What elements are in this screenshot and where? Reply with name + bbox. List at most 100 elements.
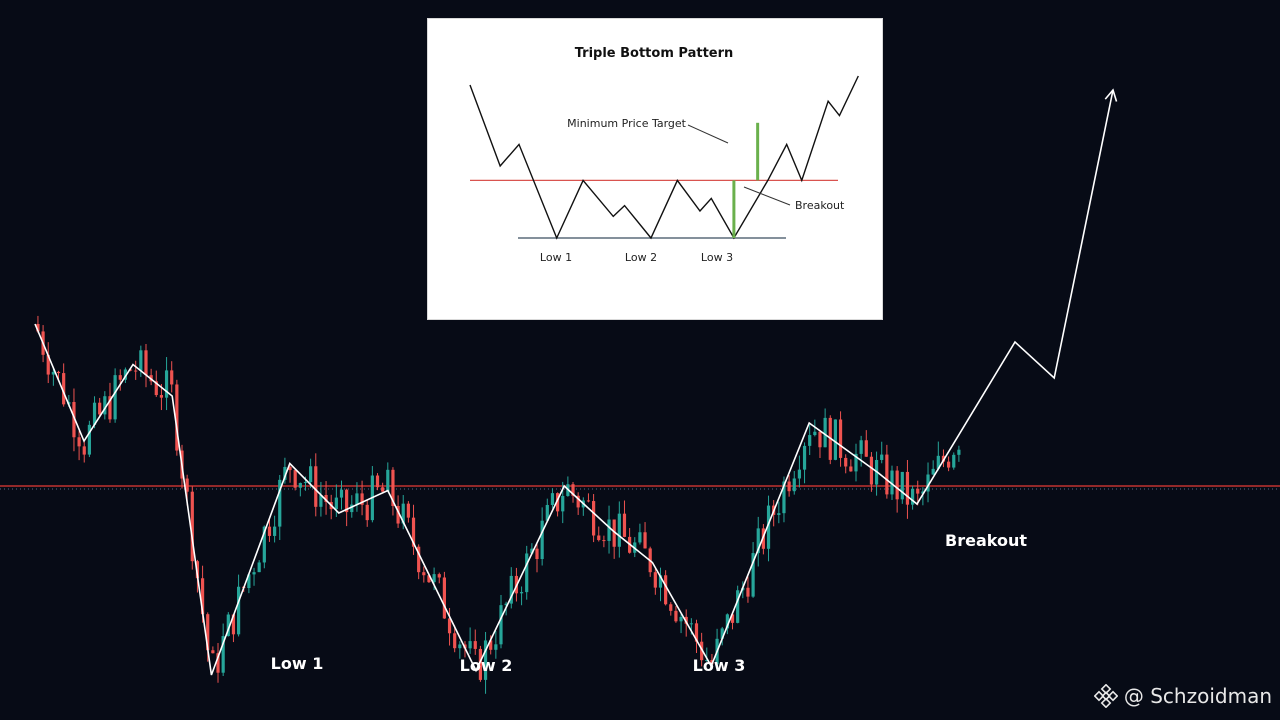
candle-body (669, 604, 673, 611)
candle-body (391, 469, 395, 506)
candle-body (916, 488, 920, 494)
candle-body (406, 503, 410, 518)
candle-body (103, 396, 107, 415)
breakout-pointer-line (743, 186, 791, 206)
candle-body (689, 623, 693, 625)
candle-body (139, 350, 143, 371)
candle-body (206, 614, 210, 651)
candle-body (797, 469, 801, 479)
candle-body (427, 575, 431, 583)
candle-body (365, 504, 369, 521)
candle-body (51, 371, 55, 375)
candle-body (957, 449, 961, 455)
candle-body (643, 532, 647, 549)
candle-body (236, 586, 241, 635)
inset-low-3-label: Low 3 (701, 251, 733, 264)
candle-body (540, 520, 544, 560)
candle-body (298, 482, 302, 488)
candle-body (905, 471, 910, 505)
candle-body (952, 454, 956, 468)
candle-body (113, 375, 117, 420)
candle-body (494, 644, 498, 650)
candle-body (375, 475, 380, 488)
candle-body (262, 526, 266, 563)
candle-body (257, 562, 261, 573)
candle-body (890, 470, 894, 495)
candle-body (72, 402, 76, 438)
candle-body (293, 470, 297, 488)
candle-body (216, 653, 220, 673)
candles-group (36, 315, 961, 694)
candle-body (561, 495, 565, 512)
candle-body (309, 466, 313, 483)
candle-body (736, 590, 740, 623)
candle-body (87, 424, 91, 455)
candle-body (792, 478, 796, 492)
candle-body (849, 466, 853, 472)
candle-body (221, 636, 225, 673)
candle-body (756, 528, 760, 554)
candle-body (535, 548, 539, 560)
candle-body (334, 497, 338, 510)
candle-body (576, 495, 580, 508)
candle-body (808, 435, 812, 446)
pattern-arrow-head (1104, 88, 1118, 102)
candle-body (273, 526, 277, 536)
candle-body (818, 431, 822, 448)
candle-body (869, 456, 874, 485)
candle-body (550, 493, 555, 505)
candle-body (483, 640, 488, 680)
candle-body (586, 500, 591, 502)
candle-body (62, 373, 66, 405)
candle-body (674, 610, 678, 622)
candle-body (597, 535, 601, 541)
candle-body (128, 369, 133, 371)
candle-body (164, 370, 169, 398)
candle-body (345, 489, 349, 513)
candle-body (339, 489, 344, 498)
candle-body (684, 616, 688, 624)
candle-body (473, 641, 477, 649)
candle-body (144, 350, 148, 376)
candle-body (617, 513, 621, 547)
candle-body (936, 455, 940, 469)
candle-body (730, 614, 735, 623)
candle-body (787, 481, 791, 492)
candle-body (746, 587, 750, 597)
target-label: Minimum Price Target (567, 117, 687, 130)
candle-body (453, 633, 457, 649)
candle-body (530, 548, 534, 554)
candle-body (622, 513, 627, 537)
candle-body (478, 648, 483, 680)
candle-body (782, 481, 786, 514)
candle-body (200, 578, 205, 615)
candle-body (123, 369, 128, 380)
candle-body (211, 650, 215, 654)
candle-body (859, 440, 863, 454)
candle-body (664, 575, 668, 605)
candle-body (417, 546, 421, 573)
candle-body (720, 628, 724, 639)
candle-body (411, 517, 416, 547)
candle-body (679, 616, 683, 622)
candle-body (108, 396, 112, 420)
candle-body (190, 491, 194, 562)
binance-diamond-icon (1093, 684, 1118, 708)
candle-body (303, 482, 308, 484)
candle-body (947, 461, 951, 468)
pattern-inset: Triple Bottom Pattern Minimum Price Targ… (427, 18, 883, 320)
low-1-label: Low 1 (271, 654, 324, 673)
candle-body (98, 402, 102, 415)
candle-body (823, 417, 827, 448)
candle-body (442, 577, 446, 619)
candle-body (422, 572, 426, 576)
candle-body (468, 641, 472, 649)
candle-body (545, 504, 549, 521)
pattern-path-line (34, 89, 1114, 676)
candle-body (864, 440, 868, 457)
candle-body (777, 513, 781, 515)
candle-body (751, 553, 755, 597)
candle-body (931, 468, 935, 475)
candle-body (895, 470, 899, 500)
